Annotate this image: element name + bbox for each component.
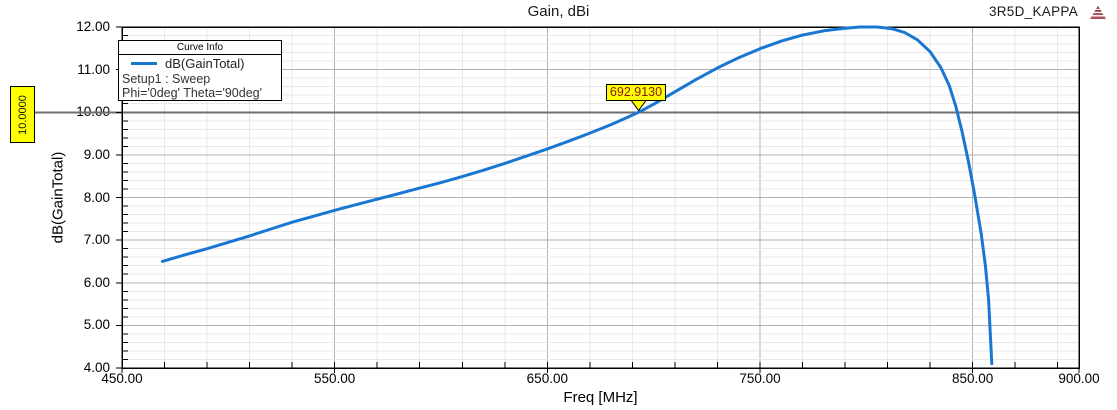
- ansoft-triangle-icon: [1090, 6, 1106, 19]
- frequency-marker-label[interactable]: 692.9130: [606, 84, 666, 101]
- y-tick-label: 7.00: [83, 232, 110, 248]
- project-watermark: 3R5D_KAPPA: [988, 4, 1078, 19]
- legend-series-row[interactable]: dB(GainTotal): [119, 55, 281, 72]
- curve-color-swatch: [131, 62, 157, 65]
- x-tick-label: 550.00: [314, 371, 356, 386]
- legend-param-line: Phi='0deg' Theta='90deg': [122, 86, 262, 100]
- y-tick-label: 5.00: [83, 317, 110, 333]
- gain-curve[interactable]: [160, 25, 994, 366]
- y-tick-label: 8.00: [83, 189, 110, 205]
- x-tick-label: 450.00: [101, 371, 143, 386]
- x-tick-label: 850.00: [952, 371, 994, 386]
- chart-title: Gain, dBi: [527, 3, 590, 20]
- y-tick-label: 11.00: [77, 61, 110, 77]
- curve-info-legend[interactable]: Curve Info dB(GainTotal) Setup1 : Sweep …: [118, 40, 282, 101]
- reference-level-label[interactable]: 10.0000: [10, 86, 35, 143]
- x-axis-title: Freq [MHz]: [563, 389, 638, 406]
- plot-border: [121, 26, 1080, 369]
- y-tick-label: 12.00: [76, 19, 110, 34]
- y-tick-label: 4.00: [83, 360, 110, 375]
- legend-setup-line: Setup1 : Sweep: [122, 72, 211, 86]
- x-tick-label: 750.00: [739, 371, 781, 386]
- y-tick-label: 9.00: [83, 146, 110, 162]
- x-tick-label: 650.00: [526, 371, 568, 386]
- legend-series-label: dB(GainTotal): [165, 56, 245, 71]
- y-tick-label: 6.00: [83, 274, 110, 290]
- legend-title: Curve Info: [119, 41, 281, 55]
- x-tick-label: 900.00: [1058, 371, 1100, 386]
